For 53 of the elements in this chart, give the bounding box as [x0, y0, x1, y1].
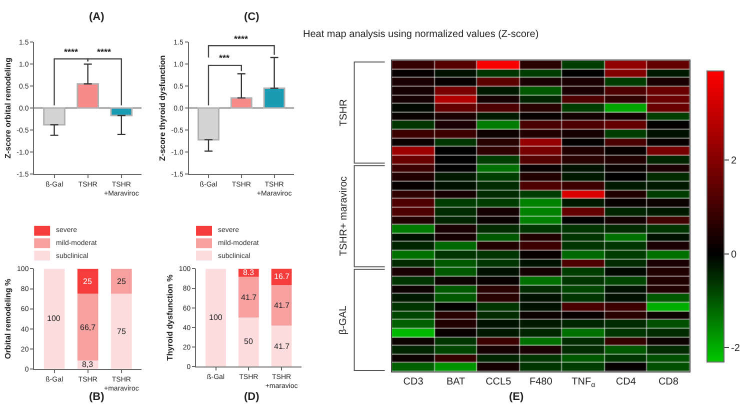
text: (B)	[89, 391, 105, 403]
bar	[238, 318, 259, 366]
color-bar-label: 0	[731, 249, 737, 260]
chart-title: (C)	[244, 11, 260, 23]
data-label: 66,7	[80, 323, 96, 332]
chart-title: (A)	[89, 11, 105, 23]
x-tick-label: CD4	[616, 376, 636, 388]
data-label: 8.3	[243, 268, 255, 277]
x-tick-label: F480	[529, 376, 553, 388]
data-label: 16.7	[274, 272, 290, 281]
chart-title: Heat map analysis using normalized values (Z-score)	[303, 29, 539, 40]
x-tick-label: CD3	[403, 376, 424, 388]
data-label: 8,3	[82, 360, 94, 369]
color-bar-label: 2	[731, 155, 737, 166]
color-bar-label: -2	[731, 343, 740, 354]
y-axis-title: Thyroid dysfunction %	[166, 274, 175, 361]
data-label: 50	[244, 337, 254, 346]
bar	[44, 268, 65, 369]
y-axis-title: Orbital remodeling %	[4, 278, 13, 360]
x-tick-label: BAT	[446, 376, 466, 388]
y-axis-title: Z-score orbital remodeling	[3, 57, 12, 159]
bar	[271, 284, 292, 326]
x-tick-label: CCL5	[486, 376, 512, 388]
text: (E)	[509, 391, 524, 403]
annotation: ****	[64, 47, 79, 57]
text: TSHR	[338, 99, 350, 126]
x-tick-label: CD8	[658, 376, 679, 388]
bar	[77, 294, 98, 361]
data-label: 41.7	[274, 342, 290, 351]
bar	[198, 107, 220, 140]
y-axis-title: Z-score thyroid dysfunction	[158, 55, 167, 161]
x-tick-label: TNF$_{α}$	[572, 376, 596, 389]
text: β-GAL	[338, 305, 349, 335]
bar	[206, 268, 226, 366]
text: (D)	[244, 391, 260, 403]
annotation: ****	[234, 34, 249, 44]
data-label: 41.7	[241, 293, 258, 302]
bar	[263, 88, 286, 109]
annotation: ****	[97, 47, 112, 57]
bar	[111, 268, 132, 294]
data-label: 41.7	[274, 301, 290, 310]
data-label: 25	[117, 277, 126, 286]
data-label: 75	[117, 327, 126, 336]
bar	[111, 294, 132, 369]
bar	[271, 326, 292, 366]
data-label: 25	[83, 277, 92, 286]
bar	[77, 268, 98, 294]
bar	[230, 97, 252, 109]
text: TSHR+ maraviroc	[338, 176, 350, 256]
data-label: 100	[47, 314, 61, 323]
bar	[238, 276, 259, 318]
annotation: ***	[219, 53, 230, 63]
data-label: 100	[209, 313, 223, 322]
